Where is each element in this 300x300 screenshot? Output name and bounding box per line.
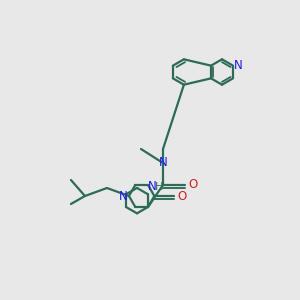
Text: N: N — [234, 59, 242, 72]
Text: O: O — [178, 190, 187, 202]
Text: N: N — [148, 181, 156, 194]
Text: N: N — [118, 190, 127, 202]
Text: O: O — [188, 178, 198, 191]
Text: N: N — [159, 157, 167, 169]
Text: H: H — [155, 182, 163, 192]
